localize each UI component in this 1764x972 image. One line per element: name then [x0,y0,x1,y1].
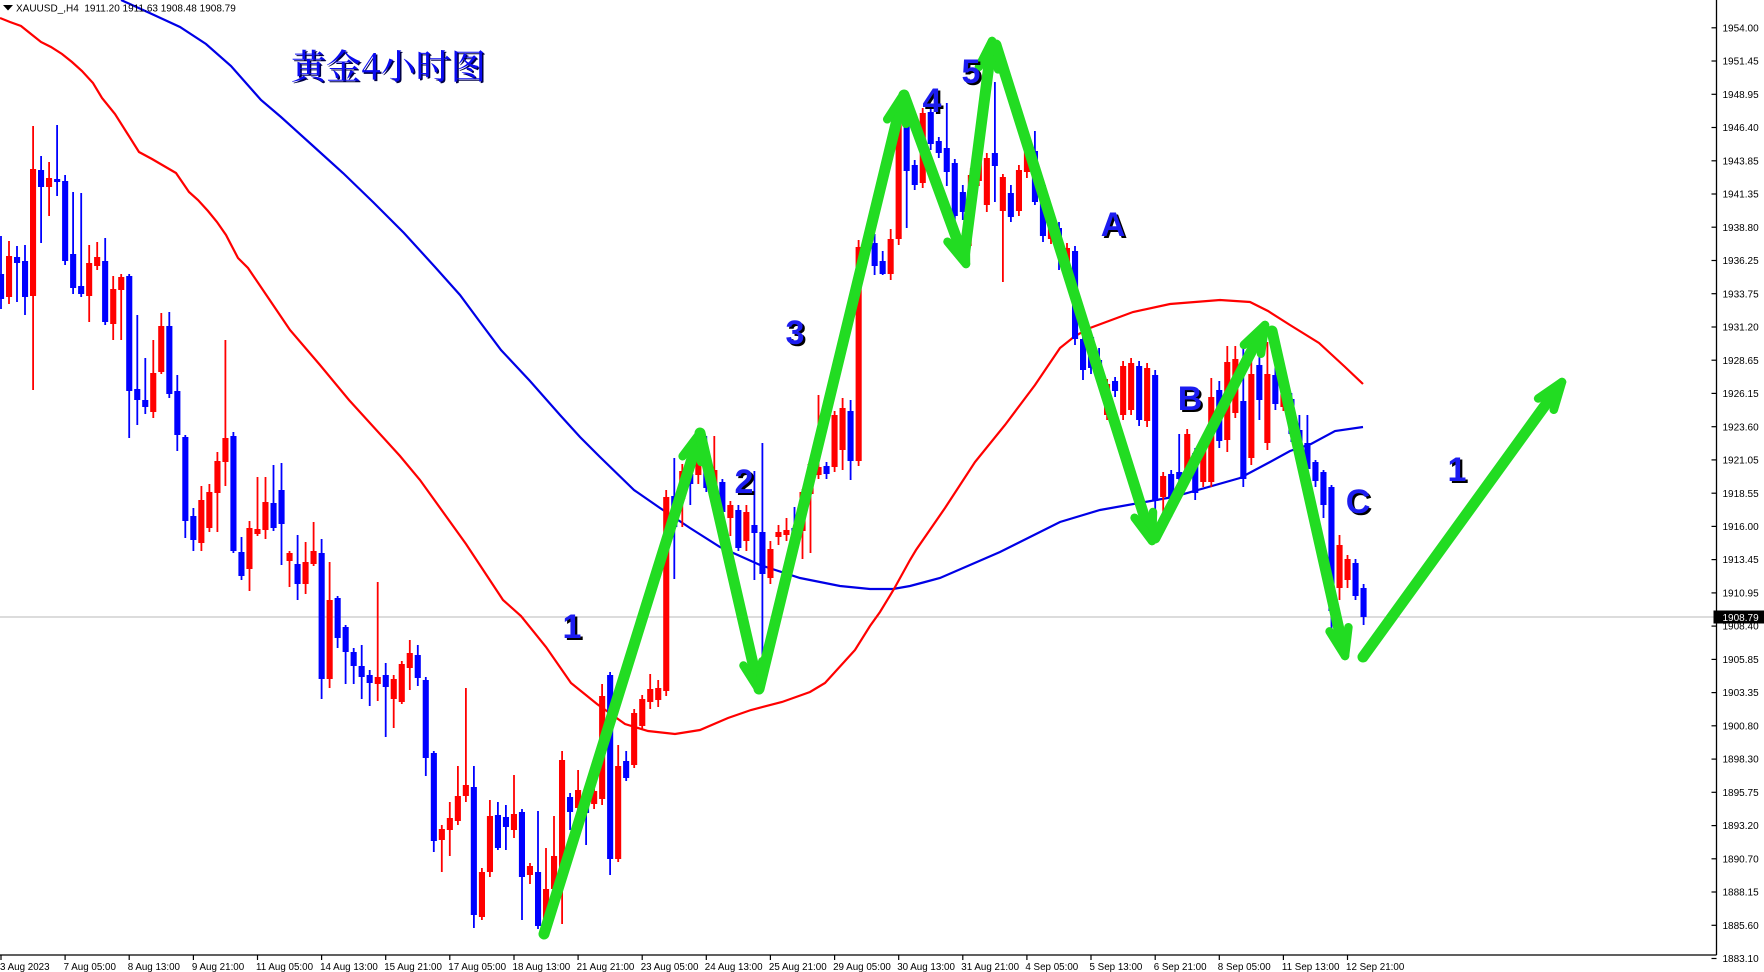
svg-text:3: 3 [786,314,805,352]
svg-text:1923.60: 1923.60 [1723,422,1760,433]
svg-text:1905.85: 1905.85 [1723,655,1760,666]
svg-text:1951.45: 1951.45 [1723,57,1760,68]
svg-text:1890.70: 1890.70 [1723,854,1760,865]
svg-text:1918.55: 1918.55 [1723,489,1760,500]
svg-text:1903.35: 1903.35 [1723,688,1760,699]
svg-text:14 Aug 13:00: 14 Aug 13:00 [320,962,378,972]
svg-text:1898.30: 1898.30 [1723,755,1760,766]
svg-text:21 Aug 21:00: 21 Aug 21:00 [577,962,635,972]
svg-text:30 Aug 13:00: 30 Aug 13:00 [897,962,955,972]
svg-text:1908.40: 1908.40 [1723,622,1760,633]
svg-text:5: 5 [962,53,981,91]
svg-text:1900.80: 1900.80 [1723,721,1760,732]
svg-text:1938.80: 1938.80 [1723,223,1760,234]
svg-text:1943.85: 1943.85 [1723,156,1760,167]
svg-text:1948.95: 1948.95 [1723,90,1760,101]
svg-text:A: A [1101,206,1126,244]
svg-text:8 Sep 05:00: 8 Sep 05:00 [1218,962,1271,972]
svg-text:18 Aug 13:00: 18 Aug 13:00 [513,962,571,972]
svg-text:1: 1 [1448,451,1467,489]
svg-text:1: 1 [563,608,582,646]
svg-text:15 Aug 21:00: 15 Aug 21:00 [384,962,442,972]
svg-text:1913.45: 1913.45 [1723,555,1760,566]
svg-text:9 Aug 21:00: 9 Aug 21:00 [192,962,245,972]
svg-text:2: 2 [735,463,754,501]
svg-text:C: C [1346,483,1371,521]
svg-text:1931.20: 1931.20 [1723,323,1760,334]
svg-text:1941.35: 1941.35 [1723,190,1760,201]
svg-text:11 Aug 05:00: 11 Aug 05:00 [256,962,314,972]
svg-text:1928.65: 1928.65 [1723,356,1760,367]
svg-text:6 Sep 21:00: 6 Sep 21:00 [1154,962,1207,972]
svg-text:1895.75: 1895.75 [1723,788,1760,799]
svg-text:11 Sep 13:00: 11 Sep 13:00 [1282,962,1340,972]
svg-text:1910.95: 1910.95 [1723,589,1760,600]
svg-text:17 Aug 05:00: 17 Aug 05:00 [448,962,506,972]
svg-text:1926.15: 1926.15 [1723,389,1760,400]
svg-text:1916.00: 1916.00 [1723,522,1760,533]
svg-text:B: B [1178,380,1203,418]
svg-text:1908.79: 1908.79 [1723,613,1760,624]
svg-text:3 Aug 2023: 3 Aug 2023 [0,962,50,972]
svg-text:7 Aug 05:00: 7 Aug 05:00 [64,962,117,972]
svg-text:25 Aug 21:00: 25 Aug 21:00 [769,962,827,972]
svg-text:1888.15: 1888.15 [1723,888,1760,899]
svg-text:5 Sep 13:00: 5 Sep 13:00 [1090,962,1143,972]
svg-text:1954.00: 1954.00 [1723,23,1760,34]
svg-text:1885.60: 1885.60 [1723,921,1760,932]
svg-text:31 Aug 21:00: 31 Aug 21:00 [961,962,1019,972]
svg-text:1883.10: 1883.10 [1723,954,1760,965]
svg-text:XAUUSD_,H4 1911.20 1911.63 19: XAUUSD_,H4 1911.20 1911.63 1908.48 1908.… [16,4,236,15]
svg-text:1933.75: 1933.75 [1723,289,1760,300]
svg-text:23 Aug 05:00: 23 Aug 05:00 [641,962,699,972]
svg-text:8 Aug 13:00: 8 Aug 13:00 [128,962,181,972]
svg-text:24 Aug 13:00: 24 Aug 13:00 [705,962,763,972]
svg-text:4: 4 [923,82,942,120]
svg-text:1936.25: 1936.25 [1723,256,1760,267]
svg-text:1921.05: 1921.05 [1723,456,1760,467]
svg-text:4 Sep 05:00: 4 Sep 05:00 [1025,962,1078,972]
svg-text:1946.40: 1946.40 [1723,123,1760,134]
svg-text:12 Sep 21:00: 12 Sep 21:00 [1346,962,1405,972]
svg-text:29 Aug 05:00: 29 Aug 05:00 [833,962,891,972]
svg-text:1893.20: 1893.20 [1723,821,1760,832]
